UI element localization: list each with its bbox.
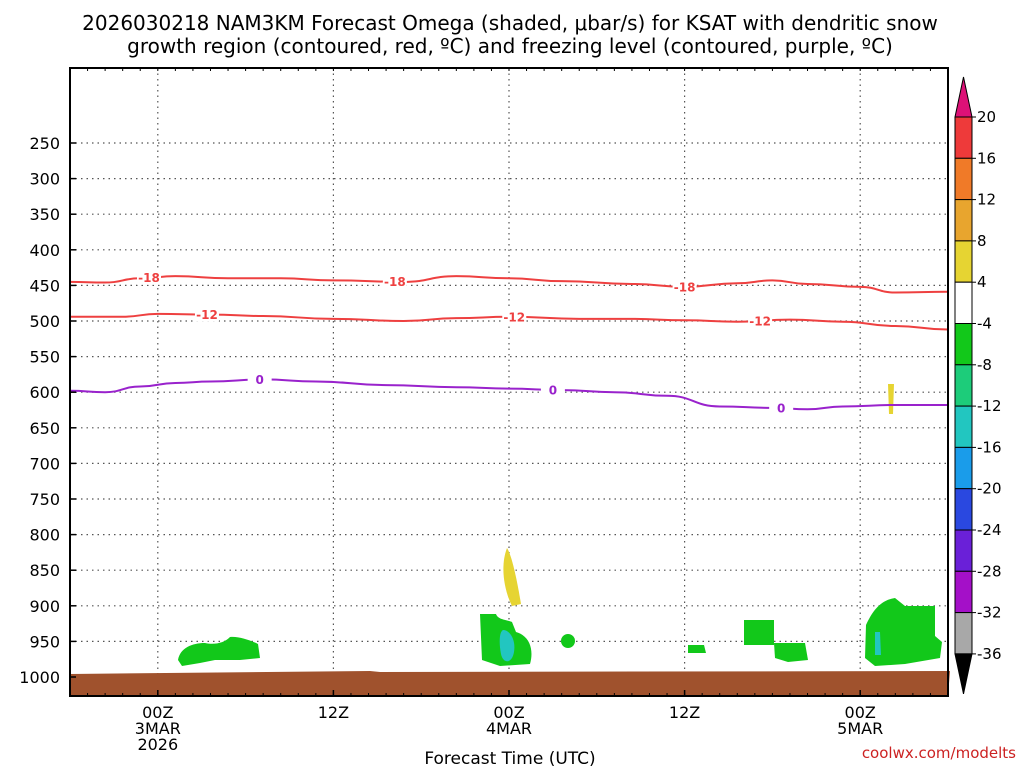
- colorbar-swatch: [954, 612, 973, 655]
- x-tick-label: 12Z: [669, 703, 700, 722]
- y-tick-label: 950: [29, 632, 60, 651]
- contour-label-bg: [769, 401, 794, 416]
- colorbar-swatch: [954, 488, 973, 531]
- colorbar-label: -36: [977, 645, 1002, 663]
- y-tick-label: 350: [29, 205, 60, 224]
- y-tick-label: 700: [29, 454, 60, 473]
- credit-text: coolwx.com/modelts: [862, 744, 1016, 762]
- contour-label: -18: [674, 280, 696, 294]
- colorbar-label: 8: [977, 232, 987, 250]
- omega-region-upward-4mar-late: [744, 620, 774, 645]
- y-tick-label: 900: [29, 597, 60, 616]
- contour-label-bg: [194, 307, 219, 322]
- contour-label-bg: [502, 309, 527, 324]
- y-tick-label: 400: [29, 241, 60, 260]
- y-tick-label: 800: [29, 526, 60, 545]
- contour-label: -12: [196, 308, 218, 322]
- omega-region-upward-3mar: [178, 636, 260, 666]
- contour-label-bg: [137, 270, 162, 285]
- colorbar-swatch: [954, 157, 973, 201]
- colorbar-label: -8: [977, 356, 992, 374]
- omega-region-downward-5mar: [888, 384, 894, 414]
- colorbar-swatch: [954, 240, 973, 283]
- colorbar-swatch: [954, 323, 973, 366]
- temperature-contours: -18 -18 -18 -12 -12 -12 0 0 0: [69, 270, 949, 416]
- colorbar-label: -28: [977, 562, 1002, 580]
- contour-label: -18: [384, 275, 406, 289]
- x-tick-label: 4MAR: [486, 719, 532, 738]
- colorbar: 20 16 12 8 4 -4 -8 -12 -16 -20 -24 -28 -32 -36: [954, 76, 1002, 695]
- contour-label: -12: [749, 314, 771, 328]
- colorbar-label: -32: [977, 604, 1002, 622]
- colorbar-swatch: [954, 199, 973, 242]
- y-tick-label: 1000: [19, 668, 60, 687]
- colorbar-label: -16: [977, 438, 1002, 456]
- x-tick-label: 3MAR: [135, 719, 181, 738]
- x-tick-label: 5MAR: [837, 719, 883, 738]
- chart-title-line-1: 2026030218 NAM3KM Forecast Omega (shaded…: [82, 11, 938, 35]
- colorbar-label: -4: [977, 315, 992, 333]
- colorbar-label: -24: [977, 521, 1002, 539]
- colorbar-label: -20: [977, 480, 1002, 498]
- contour-line-0: [69, 378, 949, 411]
- y-tick-label: 300: [29, 170, 60, 189]
- omega-core-5mar: [875, 632, 881, 655]
- colorbar-label: 12: [977, 191, 996, 209]
- colorbar-extend-top: [954, 76, 973, 118]
- ground-surface: [70, 671, 950, 696]
- omega-region-downward-4mar: [503, 548, 521, 606]
- y-tick-label: 450: [29, 276, 60, 295]
- omega-region-small-4mar-b: [688, 645, 706, 653]
- omega-region-upward-5mar: [865, 598, 942, 666]
- x-axis-label: Forecast Time (UTC): [424, 749, 595, 768]
- colorbar-label: 4: [977, 273, 987, 291]
- contour-label: -18: [138, 271, 160, 285]
- x-tick-label: 2026: [137, 735, 178, 754]
- colorbar-swatch: [954, 570, 973, 614]
- contour-label: 0: [255, 373, 263, 387]
- plot-area: -18 -18 -18 -12 -12 -12 0 0 0: [69, 67, 950, 697]
- chart-title-line-2: growth region (contoured, red, ºC) and f…: [127, 34, 893, 58]
- colorbar-swatch: [954, 281, 973, 325]
- contour-label-bg: [540, 382, 565, 397]
- contour-label-bg: [672, 279, 697, 294]
- y-tick-label: 500: [29, 312, 60, 331]
- colorbar-swatch: [954, 364, 973, 407]
- colorbar-swatch: [954, 116, 973, 159]
- y-axis: 250 300 350 400 450 500 550 600 650 700 750 800 850 9…: [19, 134, 76, 687]
- y-tick-label: 250: [29, 134, 60, 153]
- contour-label-bg: [247, 372, 272, 387]
- colorbar-swatch: [954, 529, 973, 572]
- colorbar-label: 20: [977, 108, 996, 126]
- contour-label-bg: [748, 313, 773, 328]
- contour-label: 0: [549, 383, 557, 397]
- colorbar-extend-bottom: [954, 653, 973, 695]
- colorbar-swatch: [954, 446, 973, 490]
- omega-shading: [178, 384, 942, 666]
- y-tick-label: 550: [29, 348, 60, 367]
- contour-label: -12: [503, 310, 525, 324]
- contour-label: 0: [777, 402, 785, 416]
- colorbar-swatch: [954, 405, 973, 448]
- colorbar-label: -12: [977, 397, 1002, 415]
- omega-region-small-4mar: [561, 634, 575, 648]
- contour-label-bg: [382, 274, 407, 289]
- colorbar-label: 16: [977, 149, 996, 167]
- x-tick-label: 00Z: [142, 703, 173, 722]
- x-tick-label: 00Z: [493, 703, 524, 722]
- y-tick-label: 850: [29, 561, 60, 580]
- x-tick-label: 00Z: [845, 703, 876, 722]
- y-tick-label: 600: [29, 383, 60, 402]
- omega-core-4mar: [499, 630, 515, 662]
- contour-line--18: [69, 275, 949, 294]
- x-tick-label: 12Z: [318, 703, 349, 722]
- y-tick-label: 650: [29, 419, 60, 438]
- omega-region-upward-4mar-late-b: [774, 643, 808, 662]
- y-tick-label: 750: [29, 490, 60, 509]
